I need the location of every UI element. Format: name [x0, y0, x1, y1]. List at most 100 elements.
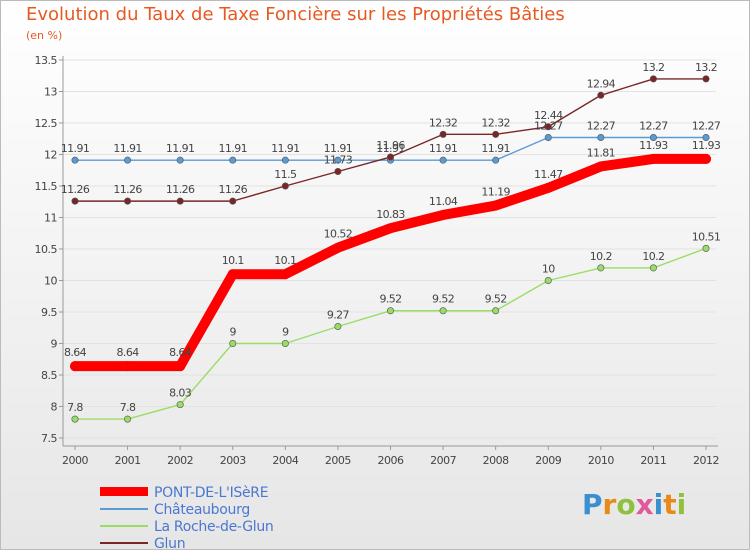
data-point	[229, 339, 237, 347]
y-tick-label: 7.5	[41, 432, 57, 445]
data-point	[701, 153, 711, 164]
x-tick-label: 2005	[325, 454, 351, 467]
data-point	[597, 133, 605, 141]
logo-letter: P	[582, 488, 603, 521]
data-label: 11.91	[429, 142, 458, 155]
legend-label-chateaubourg: Châteaubourg	[154, 502, 250, 518]
x-tick-label: 2004	[272, 454, 298, 467]
data-point	[702, 75, 710, 83]
y-tick-label: 8.5	[41, 369, 57, 382]
data-point	[490, 200, 501, 211]
data-point	[334, 168, 342, 176]
data-label: 11.91	[219, 142, 248, 155]
data-point	[597, 264, 605, 272]
x-tick-label: 2007	[430, 454, 456, 467]
logo-letter: o	[616, 488, 636, 521]
x-tick-label: 2006	[378, 454, 404, 467]
data-point	[176, 197, 184, 205]
y-tick-label: 11.5	[35, 180, 58, 193]
data-label: 11.81	[587, 146, 616, 159]
data-label: 11.5	[274, 168, 297, 181]
proxiti-logo: Proxiti	[582, 488, 686, 521]
data-point	[124, 156, 132, 164]
data-label: 12.44	[534, 109, 563, 122]
data-point	[544, 123, 552, 131]
data-label: 11.73	[324, 154, 353, 167]
y-tick-label: 9	[51, 338, 58, 351]
data-label: 11.47	[534, 168, 563, 181]
data-label: 11.26	[219, 183, 248, 196]
data-point	[281, 182, 289, 190]
y-tick-label: 12	[44, 149, 57, 162]
y-tick-label: 8	[51, 401, 58, 414]
data-point	[439, 130, 447, 138]
logo-letter: t	[663, 488, 677, 521]
data-label: 11.91	[481, 142, 510, 155]
data-label: 11.26	[61, 183, 90, 196]
legend-label-pont-de-l-isere: PONT-DE-L'ISèRE	[154, 485, 269, 501]
data-label: 12.27	[587, 119, 616, 132]
data-point	[597, 91, 605, 99]
data-label: 11.93	[692, 139, 721, 152]
data-label: 11.91	[324, 142, 353, 155]
data-label: 10.52	[324, 228, 353, 241]
data-point	[492, 307, 500, 315]
y-tick-label: 13	[44, 86, 57, 99]
data-label: 7.8	[67, 401, 83, 414]
logo-letter: r	[602, 488, 617, 521]
data-label: 12.27	[692, 119, 721, 132]
data-point	[649, 264, 657, 272]
data-point	[702, 244, 710, 252]
data-point	[439, 307, 447, 315]
data-label: 12.27	[639, 119, 668, 132]
data-label: 9.27	[327, 308, 350, 321]
data-point	[334, 156, 342, 164]
data-point	[176, 401, 184, 409]
data-label: 8.03	[169, 387, 192, 400]
data-point	[648, 153, 659, 164]
data-point	[124, 415, 132, 423]
data-point	[543, 182, 554, 193]
data-label: 10.2	[590, 250, 612, 263]
data-point	[544, 133, 552, 141]
data-point	[124, 197, 132, 205]
y-axis-unit: (en %)	[26, 29, 63, 42]
data-label: 13.2	[695, 61, 717, 74]
data-label: 11.04	[429, 195, 458, 208]
logo-letter: x	[635, 488, 654, 521]
x-tick-label: 2009	[535, 454, 561, 467]
data-label: 11.26	[113, 183, 142, 196]
y-tick-label: 13.5	[35, 54, 58, 67]
data-point	[439, 156, 447, 164]
y-tick-label: 9.5	[41, 306, 57, 319]
legend-label-la-roche-de-glun: La Roche-de-Glun	[154, 519, 274, 535]
legend-swatch-la-roche-de-glun	[100, 525, 148, 527]
data-point	[649, 133, 657, 141]
legend-label-glun: Glun	[154, 536, 186, 552]
x-tick-label: 2008	[483, 454, 509, 467]
data-point	[280, 269, 291, 280]
data-point	[544, 276, 552, 284]
x-tick-label: 2010	[588, 454, 614, 467]
data-point	[175, 361, 186, 372]
data-label: 9.52	[485, 293, 507, 306]
data-point	[334, 322, 342, 330]
data-label: 11.26	[166, 183, 195, 196]
data-label: 10.83	[376, 208, 405, 221]
x-tick-label: 2001	[115, 454, 141, 467]
data-point	[492, 130, 500, 138]
data-label: 11.91	[376, 142, 405, 155]
data-point	[122, 361, 133, 372]
y-tick-label: 12.5	[35, 117, 58, 130]
data-point	[70, 361, 80, 372]
legend-swatch-glun	[100, 542, 148, 544]
data-label: 11.91	[271, 142, 300, 155]
data-label: 9	[282, 326, 289, 339]
data-point	[386, 153, 394, 161]
data-point	[229, 197, 237, 205]
data-label: 8.64	[64, 346, 87, 359]
data-label: 11.91	[61, 142, 90, 155]
data-point	[281, 339, 289, 347]
chart-title: Evolution du Taux de Taxe Foncière sur l…	[26, 4, 565, 25]
